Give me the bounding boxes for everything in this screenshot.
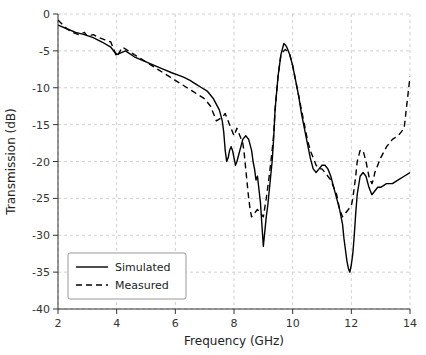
axes: 2 4 6 8 10 12 14 0 -5 -10 -15 -20 -25 -30 -35 -40 (32, 8, 417, 330)
x-tick-label: 10 (286, 317, 300, 330)
legend: Simulated Measured (68, 253, 186, 299)
y-tick-label: -5 (39, 45, 50, 58)
y-tick-label: -30 (32, 229, 50, 242)
x-tick-label: 4 (113, 317, 120, 330)
y-tick-label: -20 (32, 156, 50, 169)
y-tick (53, 14, 58, 15)
series-line (58, 20, 410, 217)
y-tick (53, 124, 58, 125)
legend-swatch (76, 284, 108, 285)
grid-line-y (58, 50, 410, 51)
legend-label: Measured (115, 279, 169, 292)
legend-label: Simulated (115, 261, 171, 274)
grid-line-y (58, 14, 410, 15)
x-tick (292, 309, 293, 314)
y-tick (53, 272, 58, 273)
grid-line-y (58, 124, 410, 125)
x-tick (116, 309, 117, 314)
x-tick-label: 2 (55, 317, 62, 330)
y-tick-label: -35 (32, 266, 50, 279)
y-tick (53, 87, 58, 88)
x-axis-label: Frequency (GHz) (184, 334, 284, 348)
grid-line-y (58, 235, 410, 236)
series-line (58, 25, 410, 272)
y-tick (53, 50, 58, 51)
x-tick-label: 12 (344, 317, 358, 330)
y-tick-label: -40 (32, 303, 50, 316)
y-tick-label: -10 (32, 82, 50, 95)
x-tick (410, 309, 411, 314)
legend-box (68, 253, 186, 299)
x-tick-label: 14 (403, 317, 417, 330)
y-tick (53, 198, 58, 199)
grid (58, 14, 410, 309)
y-axis-label: Transmission (dB) (4, 108, 18, 216)
y-tick-label: -25 (32, 192, 50, 205)
x-tick (234, 309, 235, 314)
y-tick-label: -15 (32, 119, 50, 132)
x-tick-label: 8 (231, 317, 238, 330)
y-tick (53, 309, 58, 310)
chart: 2 4 6 8 10 12 14 0 -5 -10 -15 -20 -25 -30 -35 -40 Freque… (0, 0, 426, 355)
grid-line-y (58, 87, 410, 88)
lines (58, 20, 410, 272)
x-tick-label: 6 (172, 317, 179, 330)
y-tick (53, 235, 58, 236)
legend-swatch (76, 266, 108, 267)
y-tick (53, 161, 58, 162)
x-tick (351, 309, 352, 314)
x-tick (58, 309, 59, 314)
y-tick-label: 0 (43, 8, 50, 21)
x-tick (175, 309, 176, 314)
